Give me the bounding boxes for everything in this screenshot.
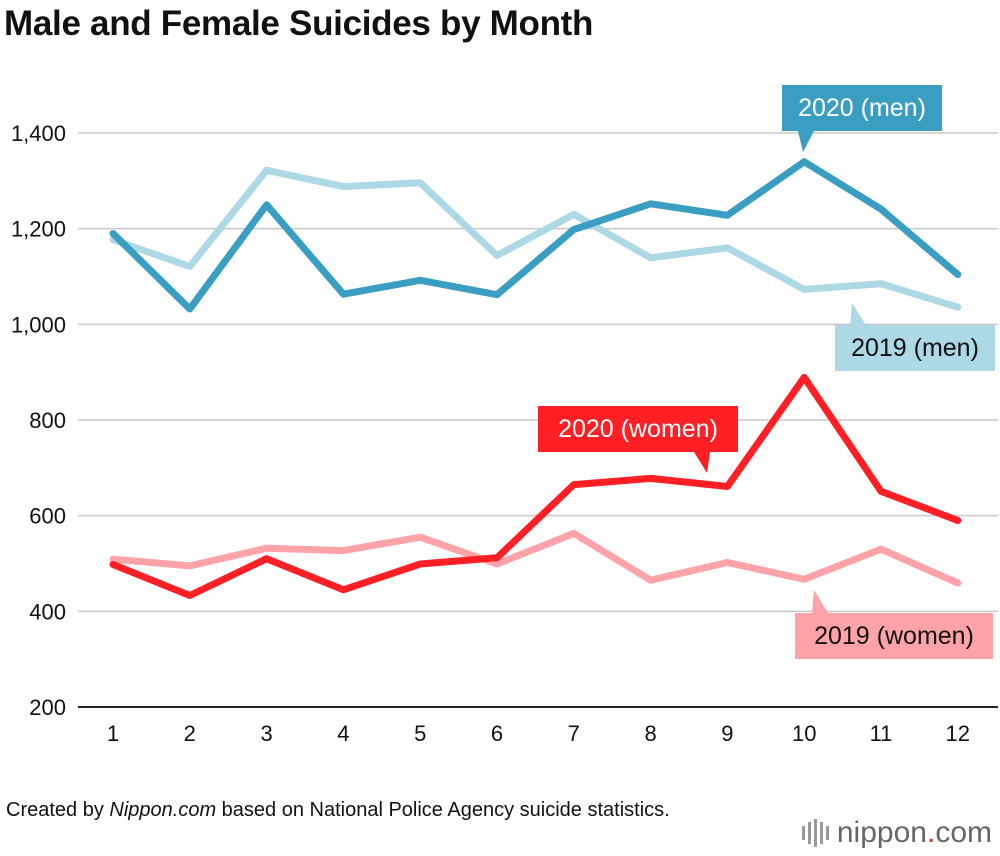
x-tick-label: 6 [491, 721, 503, 746]
callout-box-2019-men [835, 325, 995, 371]
x-tick-label: 5 [414, 721, 426, 746]
logo-text-right: com [935, 816, 992, 849]
chart-title: Male and Female Suicides by Month [4, 4, 594, 43]
x-tick-label: 8 [644, 721, 656, 746]
callout-box-2020-men [782, 85, 942, 131]
callout-pointer-2019-women [812, 590, 828, 613]
y-tick-label: 1,200 [11, 217, 66, 242]
y-tick-label: 400 [29, 599, 66, 624]
source-suffix: based on National Police Agency suicide … [216, 799, 670, 821]
x-tick-label: 3 [260, 721, 272, 746]
callout-label-2019-men: 2019 (men) [851, 334, 979, 362]
callout-pointer-2019-men [850, 303, 866, 325]
callout-pointer-2020-men [798, 131, 814, 152]
x-tick-label: 2 [184, 721, 196, 746]
y-tick-label: 200 [29, 695, 66, 720]
logo-dot: . [926, 816, 936, 849]
y-tick-label: 1,000 [11, 312, 66, 337]
sound-bars-icon [801, 819, 829, 847]
series-line-2019-women [109, 529, 962, 587]
callout-label-2020-women: 2020 (women) [558, 415, 718, 443]
y-tick-label: 600 [29, 504, 66, 529]
x-tick-label: 12 [946, 721, 970, 746]
callout-label-2020-men: 2020 (men) [798, 94, 926, 122]
x-tick-label: 7 [568, 721, 580, 746]
series-line-2020-women [109, 373, 962, 599]
x-tick-label: 10 [792, 721, 816, 746]
y-tick-label: 1,400 [11, 121, 66, 146]
source-name: Nippon.com [109, 799, 217, 821]
x-tick-label: 11 [870, 721, 893, 746]
x-tick-label: 9 [721, 721, 733, 746]
callout-box-2019-women [795, 613, 993, 659]
x-tick-label: 4 [337, 721, 349, 746]
source-note: Created by Nippon.com based on National … [6, 797, 746, 823]
series-line-2019-men [109, 166, 962, 311]
source-prefix: Created by [6, 799, 110, 821]
logo-text-left: nippon [836, 816, 927, 849]
y-tick-label: 800 [29, 408, 66, 433]
callout-pointer-2020-women [694, 452, 710, 473]
callout-label-2019-women: 2019 (women) [814, 622, 974, 650]
nippon-logo: nippon. com [801, 816, 992, 850]
series-line-2020-men [109, 158, 962, 313]
callout-box-2020-women [538, 406, 738, 452]
x-tick-label: 1 [107, 721, 119, 746]
